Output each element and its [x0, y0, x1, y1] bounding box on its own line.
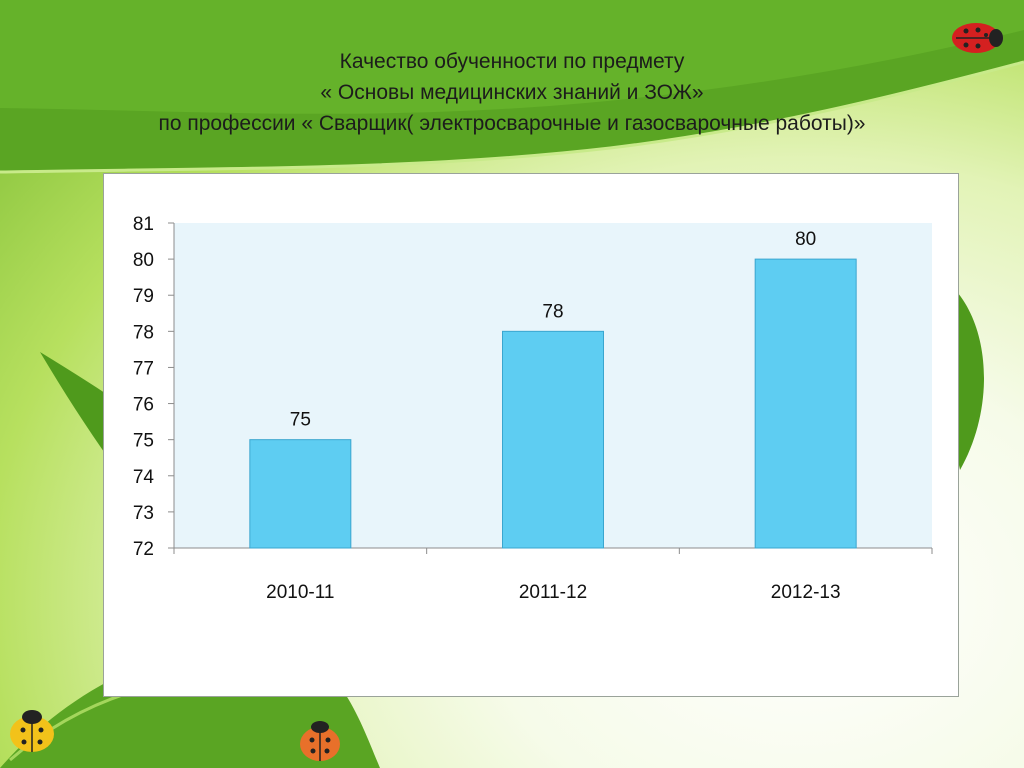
- title-line: Качество обученности по предмету: [339, 50, 685, 73]
- y-tick-label: 72: [133, 539, 154, 560]
- ladybug-icon: [300, 721, 340, 761]
- ladybug-icon: [952, 23, 1003, 53]
- y-tick-label: 74: [133, 467, 155, 488]
- y-tick-label: 80: [133, 250, 154, 271]
- top-leaf-highlight: [0, 0, 1024, 114]
- x-tick-label: 2010-11: [266, 582, 334, 603]
- slide-title: Качество обученности по предмету « Основ…: [40, 46, 984, 139]
- bar: [502, 330, 604, 549]
- ladybug-icon: [10, 710, 54, 752]
- x-tick-label: 2012-13: [771, 582, 841, 603]
- y-tick-label: 77: [133, 358, 154, 379]
- y-tick-label: 78: [133, 322, 154, 343]
- data-label: 78: [542, 301, 563, 322]
- y-tick-label: 75: [133, 431, 154, 452]
- title-line: по профессии « Сварщик( электросварочные…: [158, 112, 866, 135]
- top-leaf-edge: [0, 60, 1024, 174]
- data-label: 80: [795, 229, 816, 250]
- title-line: « Основы медицинских знаний и ЗОЖ»: [320, 81, 704, 104]
- chart-panel: 72 73 74 75 76 77 78 79 80 81 75 2010-11 78 2011-12 80…: [103, 173, 959, 697]
- data-label: 75: [290, 410, 311, 431]
- y-tick-label: 73: [133, 503, 154, 524]
- bar-chart: 72 73 74 75 76 77 78 79 80 81 75 2010-11 78 2011-12 80…: [133, 214, 933, 603]
- y-tick-label: 81: [133, 214, 154, 235]
- x-tick-label: 2011-12: [519, 582, 587, 603]
- y-tick-label: 76: [133, 395, 154, 416]
- bar: [249, 439, 352, 549]
- bar: [754, 258, 857, 549]
- y-tick-label: 79: [133, 286, 154, 307]
